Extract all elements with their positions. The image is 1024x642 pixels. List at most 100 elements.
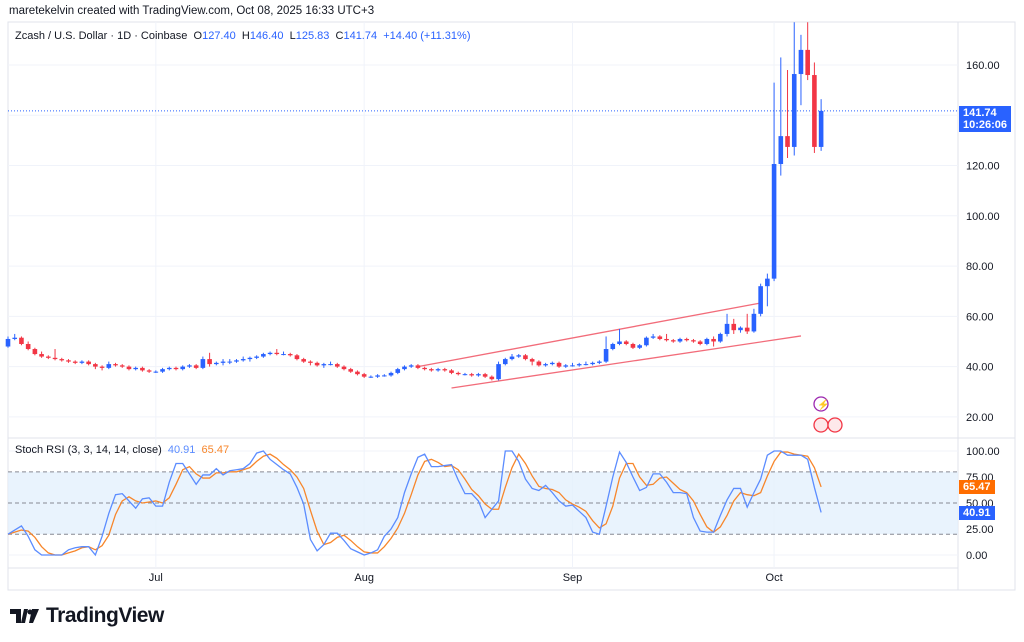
time-axis[interactable]: Jul Aug Sep Oct (149, 572, 783, 584)
candle-body (718, 333, 723, 342)
time-tick-label: Jul (149, 572, 163, 584)
candle-body (818, 110, 824, 147)
candle-body (348, 369, 354, 372)
candle-body (778, 136, 784, 165)
candle-body (623, 341, 629, 344)
candle-body (267, 352, 273, 355)
candle-body (126, 366, 132, 370)
candle-body (482, 374, 488, 377)
candle-body (462, 374, 468, 376)
time-tick-label: Aug (354, 572, 374, 584)
candle-body (5, 338, 11, 347)
tradingview-logo-icon (10, 609, 39, 623)
trendlines[interactable] (417, 302, 802, 389)
candle-body (785, 136, 790, 147)
stoch-rsi-d-value: 65.47 (201, 444, 230, 456)
candle-body (724, 323, 730, 334)
candle-body (140, 367, 145, 371)
candle-body (355, 371, 360, 375)
candle-body (308, 361, 313, 363)
candle-body (66, 360, 71, 362)
stoch-rsi-k-tag: 40.91 (959, 506, 995, 520)
change-value: +14.40 (+11.31%) (383, 30, 471, 42)
trendline[interactable] (417, 302, 761, 368)
candle-body (550, 362, 555, 365)
candles (5, 22, 824, 381)
candle-body (99, 366, 105, 368)
grid (8, 22, 958, 568)
candle-body (765, 278, 770, 287)
candle-body (160, 369, 165, 372)
tradingview-logo[interactable]: TradingView (10, 604, 164, 628)
candle-body (193, 365, 199, 368)
candle-body (254, 356, 259, 358)
time-tick-label: Oct (766, 572, 783, 584)
candle-body (731, 323, 737, 331)
candle-body (442, 369, 448, 371)
price-tick-label: 80.00 (966, 261, 994, 273)
candle-body (435, 369, 441, 371)
candle-body (697, 341, 703, 344)
candle-body (25, 343, 31, 350)
candle-body (402, 366, 407, 370)
candle-body (570, 365, 575, 367)
candle-body (93, 364, 98, 367)
us-flag-economic-event-icon[interactable] (813, 417, 829, 433)
candle-body (314, 362, 320, 366)
candle-body (207, 359, 212, 365)
logo-text: TradingView (46, 604, 164, 627)
close-value: 141.74 (343, 30, 378, 42)
candle-body (12, 337, 18, 339)
candle-body (32, 349, 38, 355)
candle-body (46, 356, 51, 358)
candle-body (449, 370, 454, 373)
candle-body (771, 164, 777, 279)
stoch-rsi-legend[interactable]: Stoch RSI (3, 3, 14, 14, close) 40.91 65… (15, 444, 229, 456)
candle-body (583, 364, 589, 366)
price-tick-label: 40.00 (966, 362, 994, 374)
price-tick-label: 160.00 (966, 60, 1000, 72)
event-icons[interactable]: ⚡ (813, 396, 843, 433)
candle-body (52, 357, 58, 360)
last-price-tag: 141.74 10:26:06 (959, 106, 1012, 132)
candle-body (395, 369, 401, 373)
candle-body (791, 74, 797, 147)
candle-body (113, 364, 118, 366)
stoch-rsi-d-line (7, 451, 822, 556)
candle-body (798, 49, 804, 75)
open-value: 127.40 (202, 30, 236, 42)
candle-body (751, 313, 757, 332)
symbol-legend[interactable]: Zcash / U.S. Dollar · 1D · Coinbase O127… (15, 30, 470, 42)
candle-body (214, 362, 219, 365)
candle-body (758, 286, 763, 314)
candle-body (408, 365, 414, 367)
candle-body (146, 370, 152, 372)
candle-body (516, 355, 522, 357)
candle-body (677, 338, 683, 342)
candle-body (173, 367, 179, 370)
candle-body (684, 338, 690, 341)
low-value: 125.83 (295, 30, 330, 42)
candle-body (274, 352, 280, 355)
trendline[interactable] (451, 335, 802, 389)
candle-body (496, 364, 501, 380)
price-axis[interactable]: 160.00 120.00 100.00 80.00 60.00 40.00 20.00 (966, 60, 1000, 424)
candle-body (287, 354, 293, 356)
candle-body (476, 374, 481, 376)
lightning-event-icon[interactable] (813, 396, 829, 412)
candle-body (415, 365, 421, 368)
chart-frame (7, 21, 1016, 591)
rsi-tick-label: 0.00 (966, 550, 987, 562)
candle-body (650, 336, 656, 338)
candle-body (227, 361, 233, 363)
candle-body (187, 365, 192, 367)
candle-body (657, 336, 663, 339)
stoch-rsi-lines (7, 450, 822, 557)
close-label: C (335, 30, 344, 42)
candle-body (644, 337, 649, 346)
candle-body (691, 340, 696, 342)
time-tick-label: Sep (563, 572, 583, 584)
us-flag-economic-event-icon[interactable] (827, 417, 843, 433)
